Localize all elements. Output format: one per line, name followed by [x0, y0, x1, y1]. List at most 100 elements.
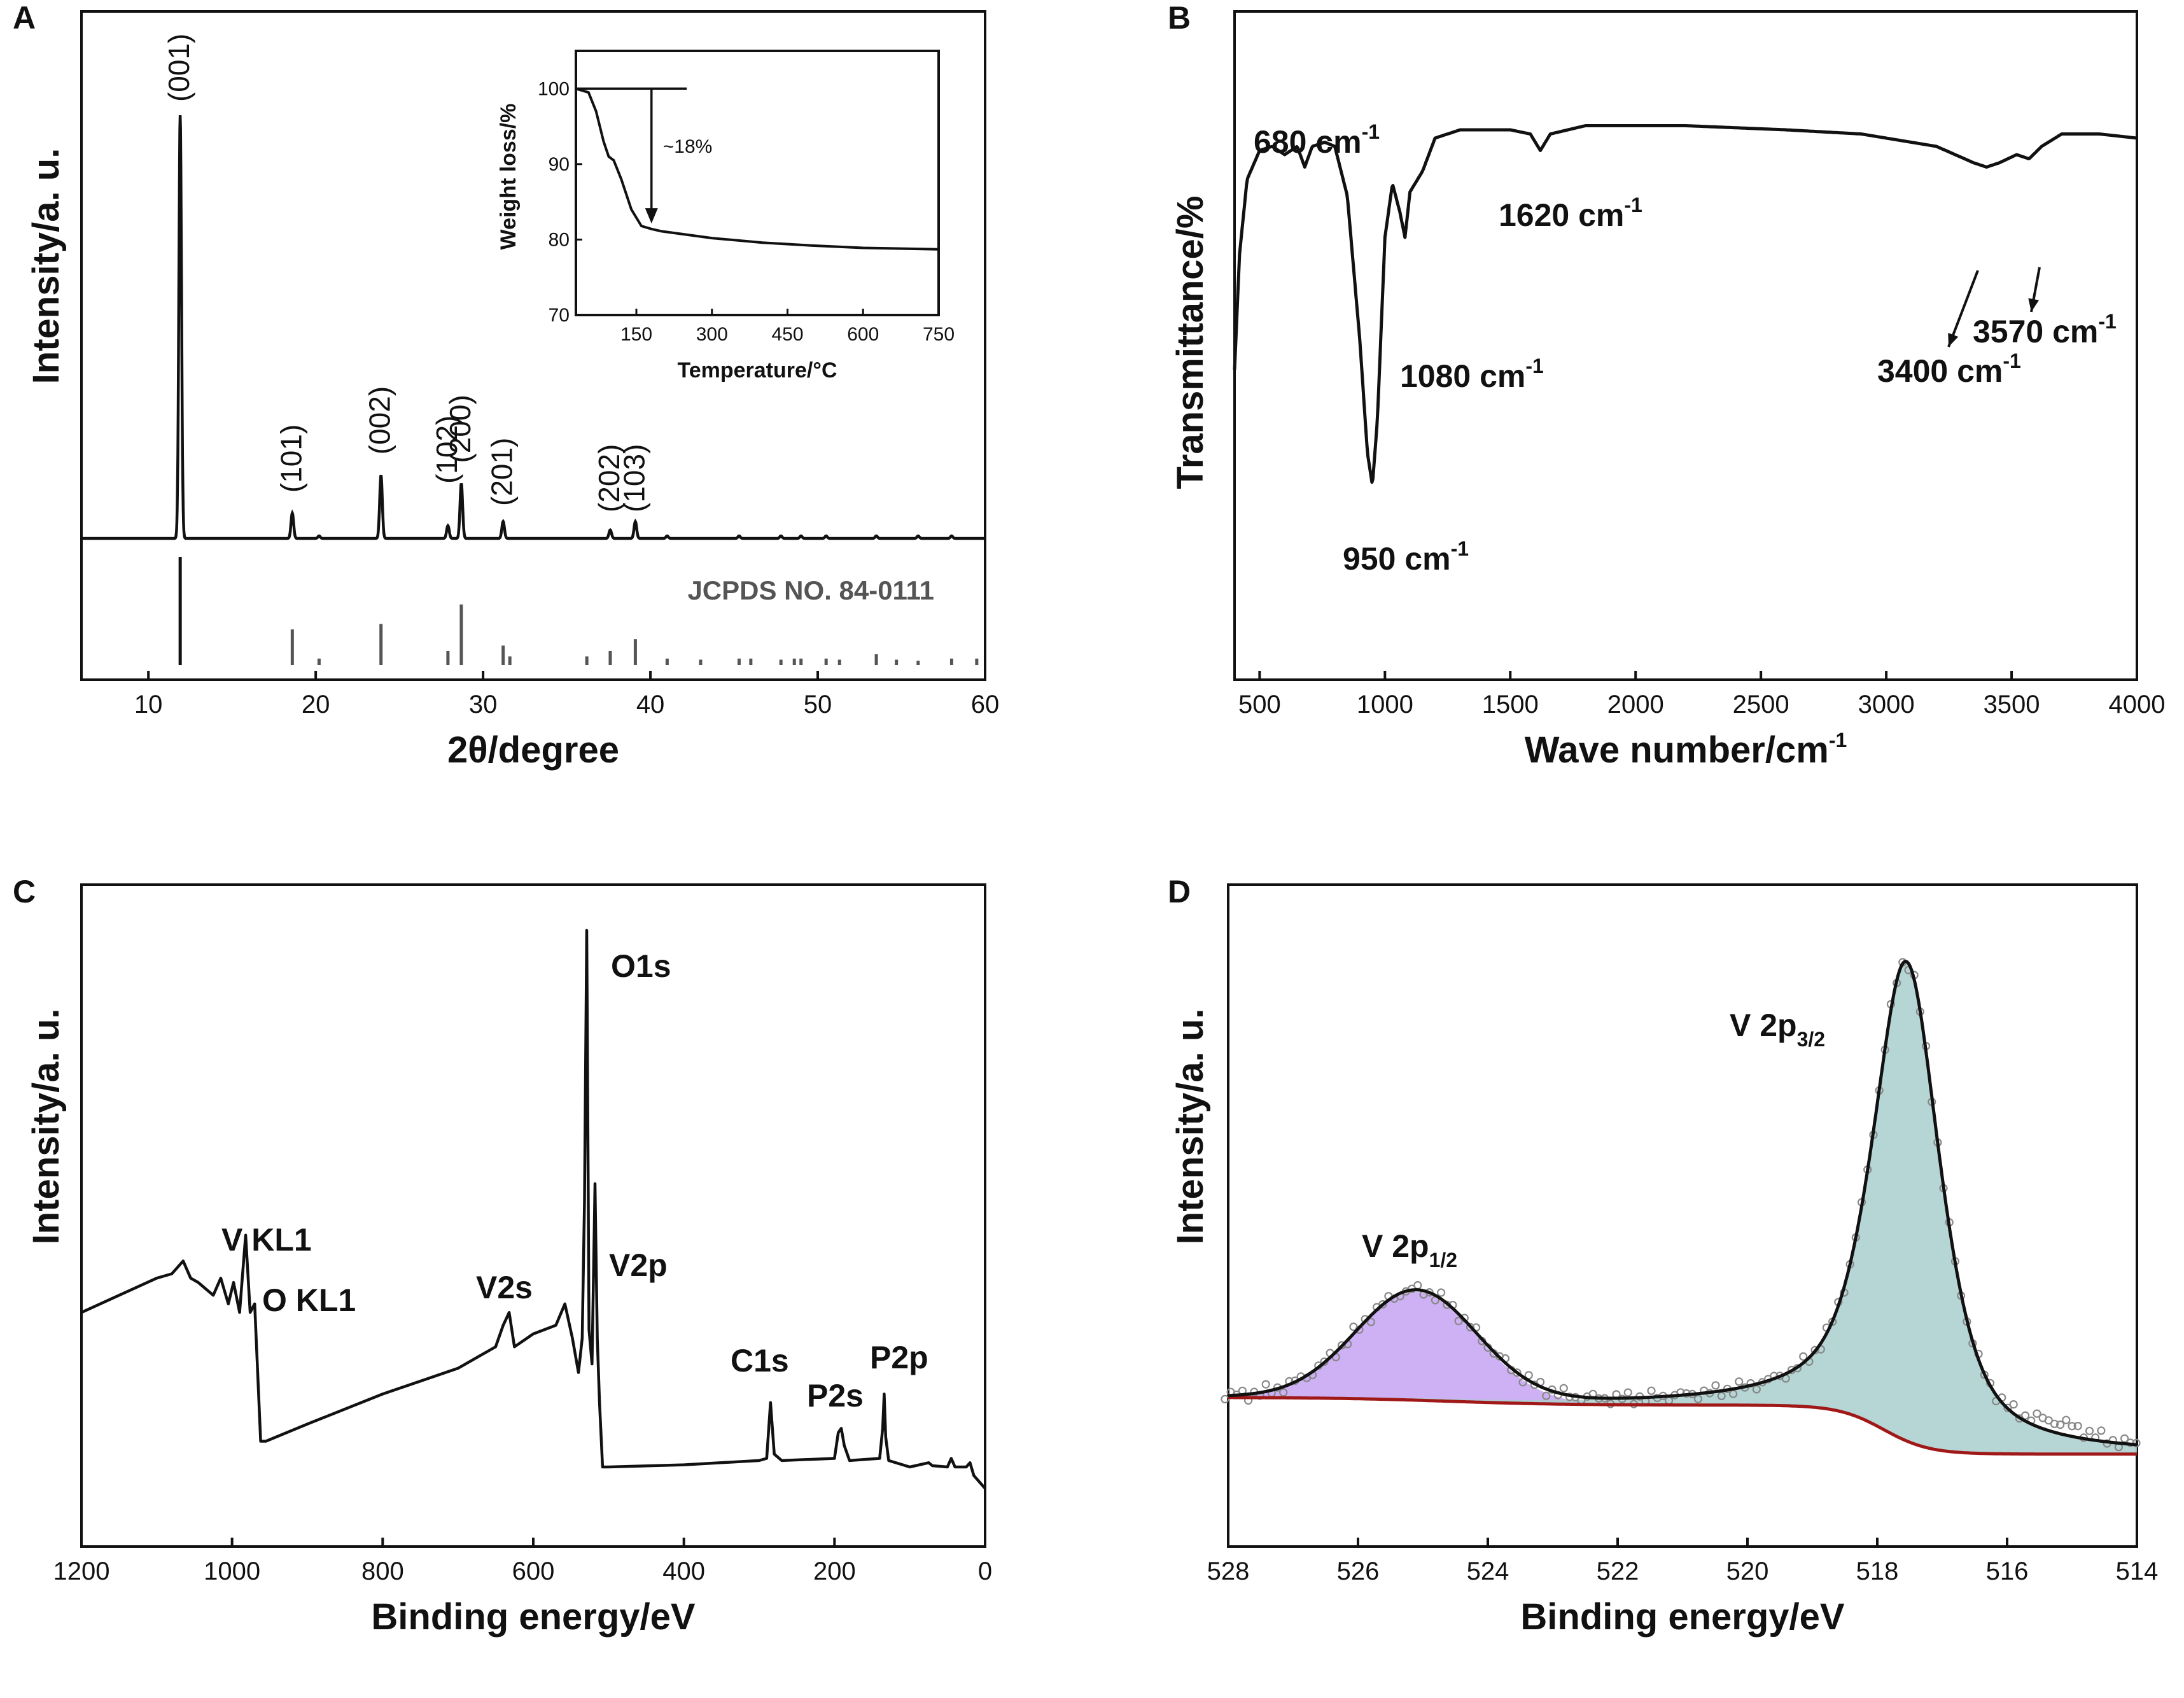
- panel-b-arrow-3400-shaft: [1947, 270, 1979, 347]
- panel-d-raw-point: [1559, 1384, 1568, 1393]
- panel-d-raw-point: [2044, 1416, 2053, 1425]
- panel-d-raw-point: [2097, 1426, 2106, 1435]
- panel-b-ftir-curve: [1233, 124, 2138, 484]
- panel-d: D 528 526 524 522 520 518 516 514 Binding energy/…: [1168, 874, 2158, 1638]
- panel-a-x-tick-label-1: 20: [302, 691, 330, 719]
- panel-a-inset-curve: [575, 87, 939, 251]
- panel-b-x-tick-label-1: 1000: [1357, 691, 1413, 719]
- panel-b-x-tick-label-0: 500: [1238, 691, 1281, 719]
- panel-c-x-tick-label-1: 1000: [204, 1557, 260, 1585]
- panel-d-raw-point: [1337, 1341, 1347, 1350]
- panel-b-xlabel-sup: -1: [1829, 729, 1847, 752]
- panel-a-peak-label-5: (201): [486, 438, 519, 506]
- panel-a-peak-label-7: (103): [617, 444, 650, 512]
- panel-d-x-tick-label-2: 524: [1467, 1557, 1509, 1585]
- panel-c-xlabel: Binding energy/eV: [371, 1596, 696, 1638]
- panel-b-annotation-3: 1620 cm-1: [1499, 193, 1642, 233]
- panel-d-raw-point: [1693, 1394, 1703, 1403]
- panel-b-annotation-1-sup: -1: [1451, 537, 1469, 560]
- panel-d-raw-point: [2021, 1411, 2030, 1420]
- panel-a-inset-ytick-label-2: 90: [549, 154, 570, 175]
- panel-b-annotation-1-base: 950 cm: [1343, 541, 1451, 577]
- panel-d-raw-point: [2009, 1400, 2018, 1409]
- panel-b-letter: B: [1168, 0, 1191, 36]
- panel-d-raw-point: [2056, 1421, 2065, 1429]
- panel-d-raw-point: [1518, 1378, 1527, 1387]
- panel-d-annotation-0: V 2p1/2: [1362, 1228, 1457, 1272]
- panel-b-xlabel-base: Wave number/cm: [1525, 729, 1829, 771]
- panel-a-inset-frame: [575, 50, 940, 316]
- panel-b-annotation-0-base: 680 cm: [1254, 124, 1362, 160]
- panel-a-inset-ytick-label-0: 70: [549, 305, 570, 326]
- panel-d-letter: D: [1168, 874, 1191, 909]
- panel-d-raw-point: [2062, 1415, 2071, 1424]
- panel-a-inset-arrow-head: [645, 208, 658, 224]
- panel-d-raw-point: [2068, 1422, 2076, 1431]
- panel-d-raw-point: [1711, 1381, 1720, 1390]
- panel-b-annotation-2: 1080 cm-1: [1400, 354, 1544, 394]
- panel-a-ylabel: Intensity/a. u.: [25, 148, 67, 384]
- panel-b-annotation-5-sup: -1: [2098, 310, 2116, 333]
- panel-a-x-tick-label-0: 10: [134, 691, 163, 719]
- panel-b-ylabel: Transmittance/%: [1170, 196, 1211, 489]
- panel-a-x-tick-label-2: 30: [469, 691, 498, 719]
- panel-d-raw-point: [1366, 1317, 1375, 1326]
- panel-a-frame: [80, 10, 986, 681]
- panel-d-raw-point: [2120, 1434, 2129, 1443]
- panel-b-annotation-5-base: 3570 cm: [1973, 314, 2098, 349]
- panel-c-annotation-2: V2s: [476, 1270, 533, 1305]
- panel-a-inset-xtick-label-1: 300: [696, 324, 728, 345]
- panel-c-annotation-0: V KL1: [221, 1222, 312, 1258]
- panel-c-annotation-6: P2s: [807, 1378, 864, 1414]
- panel-b-annotation-1: 950 cm-1: [1343, 537, 1469, 577]
- panel-d-raw-point: [1647, 1386, 1656, 1395]
- panel-c-x-tick-label-4: 400: [662, 1557, 705, 1585]
- panel-d-annotation-0-sub: 1/2: [1429, 1249, 1457, 1272]
- panel-a-xlabel: 2θ/degree: [447, 729, 619, 771]
- panel-d-raw-point: [2085, 1426, 2094, 1435]
- panel-d-raw-point: [1279, 1388, 1288, 1397]
- panel-c-annotation-3: O1s: [611, 948, 671, 984]
- panel-b-arrow-3570-head: [2028, 298, 2040, 312]
- panel-c-x-tick-label-3: 600: [512, 1557, 555, 1585]
- panel-d-x-tick-label-5: 518: [1856, 1557, 1899, 1585]
- panel-b-annotation-0: 680 cm-1: [1254, 120, 1380, 160]
- panel-d-envelope-fit: [1228, 959, 2138, 1447]
- panel-c-x-tick-label-2: 800: [361, 1557, 404, 1585]
- panel-a-ref-label: JCPDS NO. 84-0111: [687, 575, 934, 605]
- panel-b-annotation-2-sup: -1: [1525, 354, 1543, 377]
- panel-b-x-tick-label-5: 3000: [1858, 691, 1915, 719]
- panel-b-x-tick-label-7: 4000: [2109, 691, 2166, 719]
- panel-b-x-tick-label-2: 1500: [1482, 691, 1539, 719]
- panel-d-annotation-0-base: V 2p: [1362, 1228, 1429, 1264]
- panel-d-ylabel: Intensity/a. u.: [1170, 1009, 1211, 1245]
- panel-a-peak-label-4: (200): [444, 395, 477, 463]
- panel-c: C 1200 1000 800 600 400 200 0 Binding energy/eV I…: [13, 874, 992, 1638]
- panel-c-annotation-4: V2p: [609, 1247, 668, 1283]
- panel-a-x-tick-label-3: 40: [636, 691, 665, 719]
- panel-d-x-tick-label-7: 514: [2116, 1557, 2159, 1585]
- panel-d-x-tick-label-1: 526: [1337, 1557, 1380, 1585]
- panel-d-xlabel: Binding energy/eV: [1520, 1596, 1845, 1638]
- panel-a-inset-ytick-label-1: 80: [549, 229, 570, 250]
- panel-d-x-tick-label-0: 528: [1207, 1557, 1250, 1585]
- panel-c-annotation-1: O KL1: [262, 1282, 356, 1318]
- panel-d-raw-point: [1799, 1352, 1808, 1361]
- panel-a-inset-xtick-label-0: 150: [620, 324, 652, 345]
- panel-b-annotation-3-sup: -1: [1624, 193, 1642, 216]
- panel-d-raw-point: [1466, 1323, 1475, 1331]
- panel-d-frame: [1227, 883, 2138, 1548]
- panel-c-x-tick-label-0: 1200: [53, 1557, 110, 1585]
- panel-c-frame: [80, 883, 986, 1548]
- panel-b: B 500 1000 1500 2000 2500 3000 3500 4000 Wave num…: [1168, 0, 2165, 771]
- panel-d-raw-point: [2073, 1422, 2082, 1431]
- panel-b-annotation-0-sup: -1: [1362, 120, 1380, 143]
- panel-a-inset-xtick-label-2: 450: [771, 324, 803, 345]
- panel-d-raw-point: [1623, 1388, 1632, 1397]
- panel-c-xps-curve: [81, 929, 986, 1490]
- panel-d-raw-point: [2003, 1403, 2012, 1412]
- panel-d-x-tick-label-6: 516: [1986, 1557, 2029, 1585]
- panel-d-raw-point: [1513, 1368, 1522, 1377]
- panel-a-letter: A: [13, 0, 36, 36]
